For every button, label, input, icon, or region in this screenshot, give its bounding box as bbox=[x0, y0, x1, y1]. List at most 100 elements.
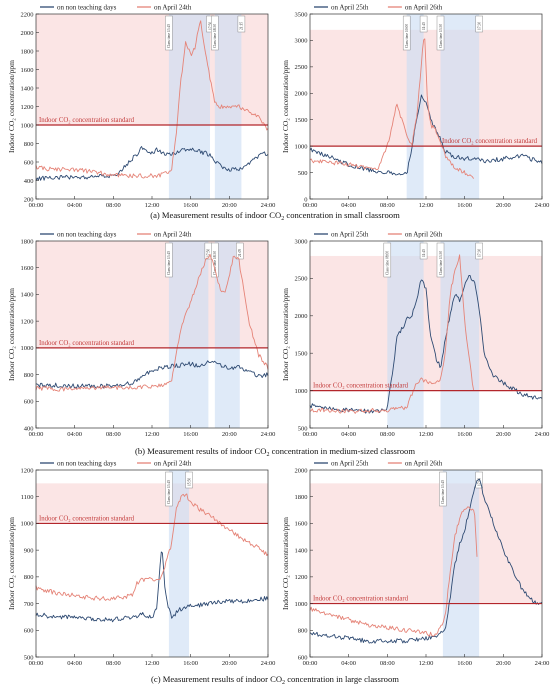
x-tick-label: 00:00 bbox=[303, 202, 318, 209]
x-tick-label: 20:00 bbox=[222, 660, 237, 667]
y-axis-label: Indoor CO₂ concentration/ppm bbox=[281, 60, 290, 153]
x-tick-label: 08:00 bbox=[106, 202, 121, 209]
y-tick-label: 1000 bbox=[21, 345, 34, 352]
legend-entry: on April 26th bbox=[405, 459, 443, 467]
x-tick-label: 20:00 bbox=[496, 202, 511, 209]
class-end-label: 17:30 bbox=[477, 249, 481, 257]
caption-a: (a) Measurement results of indoor CO2 co… bbox=[150, 210, 400, 222]
x-tick-label: 24:00 bbox=[535, 660, 550, 667]
y-tick-label: 1600 bbox=[295, 521, 308, 528]
y-tick-label: 1100 bbox=[21, 494, 34, 501]
class-end-label: 17:50 bbox=[207, 249, 211, 257]
x-tick-label: 08:00 bbox=[106, 660, 121, 667]
x-tick-label: 24:00 bbox=[261, 660, 276, 667]
y-tick-label: 3000 bbox=[295, 238, 308, 245]
x-tick-label: 12:00 bbox=[419, 202, 434, 209]
caption-c: (c) Measurement results of indoor CO2 co… bbox=[151, 674, 399, 686]
y-tick-label: 2000 bbox=[21, 30, 34, 37]
x-tick-label: 08:00 bbox=[380, 431, 395, 438]
class-end-label: 17:00 bbox=[477, 478, 481, 486]
class-start-label: Class time 13:45 bbox=[441, 480, 445, 504]
standard-label: Indoor CO₂ concentration standard bbox=[39, 340, 135, 347]
y-tick-label: 1500 bbox=[295, 351, 308, 358]
exceedance-band bbox=[310, 483, 542, 604]
chart-panels: Class time 13:45 17:50 Class time 18:30 21:… bbox=[7, 3, 549, 667]
y-tick-label: 1600 bbox=[21, 265, 34, 272]
class-window bbox=[214, 241, 240, 428]
y-tick-label: 1800 bbox=[21, 238, 34, 245]
series-line-2 bbox=[309, 38, 474, 179]
y-tick-label: 400 bbox=[24, 178, 34, 185]
y-tick-label: 600 bbox=[24, 399, 34, 406]
y-tick-label: 500 bbox=[24, 654, 34, 661]
x-tick-label: 08:00 bbox=[380, 202, 395, 209]
class-window bbox=[168, 241, 209, 428]
panel-b-right: Class time 08:00 11:45 Class time 13:30 17:… bbox=[281, 230, 549, 438]
y-tick-label: 2000 bbox=[295, 467, 308, 474]
standard-label: Indoor CO₂ concentration standard bbox=[313, 383, 409, 390]
legend-entry: on April 25th bbox=[331, 3, 369, 11]
x-tick-label: 04:00 bbox=[341, 660, 356, 667]
panel-a-right: Class time 10:00 11:45 Class time 13:30 17:… bbox=[281, 3, 549, 209]
y-tick-label: 1400 bbox=[21, 292, 34, 299]
x-tick-label: 20:00 bbox=[222, 202, 237, 209]
series-line-2 bbox=[309, 254, 475, 414]
y-tick-label: 600 bbox=[24, 159, 34, 166]
series-line-1 bbox=[35, 551, 269, 623]
y-tick-label: 600 bbox=[298, 654, 308, 661]
legend-entry: on non teaching days bbox=[57, 459, 117, 467]
x-tick-label: 04:00 bbox=[341, 431, 356, 438]
x-tick-label: 04:00 bbox=[67, 202, 82, 209]
x-tick-label: 24:00 bbox=[261, 202, 276, 209]
legend-entry: on April 24th bbox=[154, 3, 192, 11]
class-window bbox=[440, 14, 480, 199]
y-tick-label: 2500 bbox=[295, 276, 308, 283]
class-end-label: 17:50 bbox=[208, 22, 212, 30]
class-end-label: 11:45 bbox=[422, 22, 426, 30]
x-tick-label: 00:00 bbox=[29, 202, 44, 209]
class-end-box bbox=[475, 242, 483, 260]
y-tick-label: 1400 bbox=[295, 547, 308, 554]
x-tick-label: 20:00 bbox=[496, 660, 511, 667]
class-start-label: Class time 13:45 bbox=[167, 24, 171, 48]
class-start-label: Class time 13:45 bbox=[167, 480, 171, 504]
y-tick-label: 500 bbox=[298, 425, 308, 432]
y-tick-label: 2200 bbox=[21, 11, 34, 18]
y-tick-label: 1000 bbox=[295, 388, 308, 395]
y-tick-label: 1000 bbox=[21, 122, 34, 129]
panel-c-left: Class time 13:45 15:50 Indoor CO₂ concentr… bbox=[7, 459, 275, 667]
class-end-label: 17:30 bbox=[477, 22, 481, 30]
class-start-label: Class time 13:45 bbox=[167, 251, 171, 275]
caption-b: (b) Measurement results of indoor CO2 co… bbox=[135, 446, 415, 458]
class-window bbox=[168, 14, 210, 199]
y-tick-label: 1200 bbox=[21, 104, 34, 111]
class-end-box bbox=[419, 242, 428, 260]
class-end-label: 15:50 bbox=[187, 478, 191, 486]
y-tick-label: 1000 bbox=[295, 143, 308, 150]
legend-entry: on April 25th bbox=[331, 459, 369, 467]
legend-entry: on non teaching days bbox=[57, 3, 117, 11]
y-tick-label: 900 bbox=[24, 547, 34, 554]
panel-c-right: Class time 13:45 17:00 Indoor CO₂ concentr… bbox=[281, 459, 549, 667]
class-window bbox=[168, 470, 190, 657]
legend-entry: on April 25th bbox=[331, 230, 369, 238]
x-tick-label: 20:00 bbox=[222, 431, 237, 438]
class-end-box bbox=[237, 15, 246, 33]
y-tick-label: 1500 bbox=[295, 117, 308, 124]
x-tick-label: 12:00 bbox=[145, 660, 160, 667]
standard-label: Indoor CO₂ concentration standard bbox=[39, 515, 135, 522]
x-tick-label: 08:00 bbox=[106, 431, 121, 438]
series-line-2 bbox=[35, 20, 269, 179]
x-tick-label: 20:00 bbox=[496, 431, 511, 438]
class-start-label: Class time 18:30 bbox=[213, 251, 217, 275]
class-start-label: Class time 08:00 bbox=[386, 251, 390, 275]
y-axis-label: Indoor CO₂ concentration/ppm bbox=[281, 288, 290, 381]
y-tick-label: 200 bbox=[24, 196, 34, 203]
x-tick-label: 00:00 bbox=[303, 431, 318, 438]
x-tick-label: 12:00 bbox=[145, 431, 160, 438]
x-tick-label: 16:00 bbox=[183, 202, 198, 209]
class-start-box bbox=[165, 471, 173, 507]
y-tick-label: 800 bbox=[24, 574, 34, 581]
x-tick-label: 12:00 bbox=[419, 431, 434, 438]
